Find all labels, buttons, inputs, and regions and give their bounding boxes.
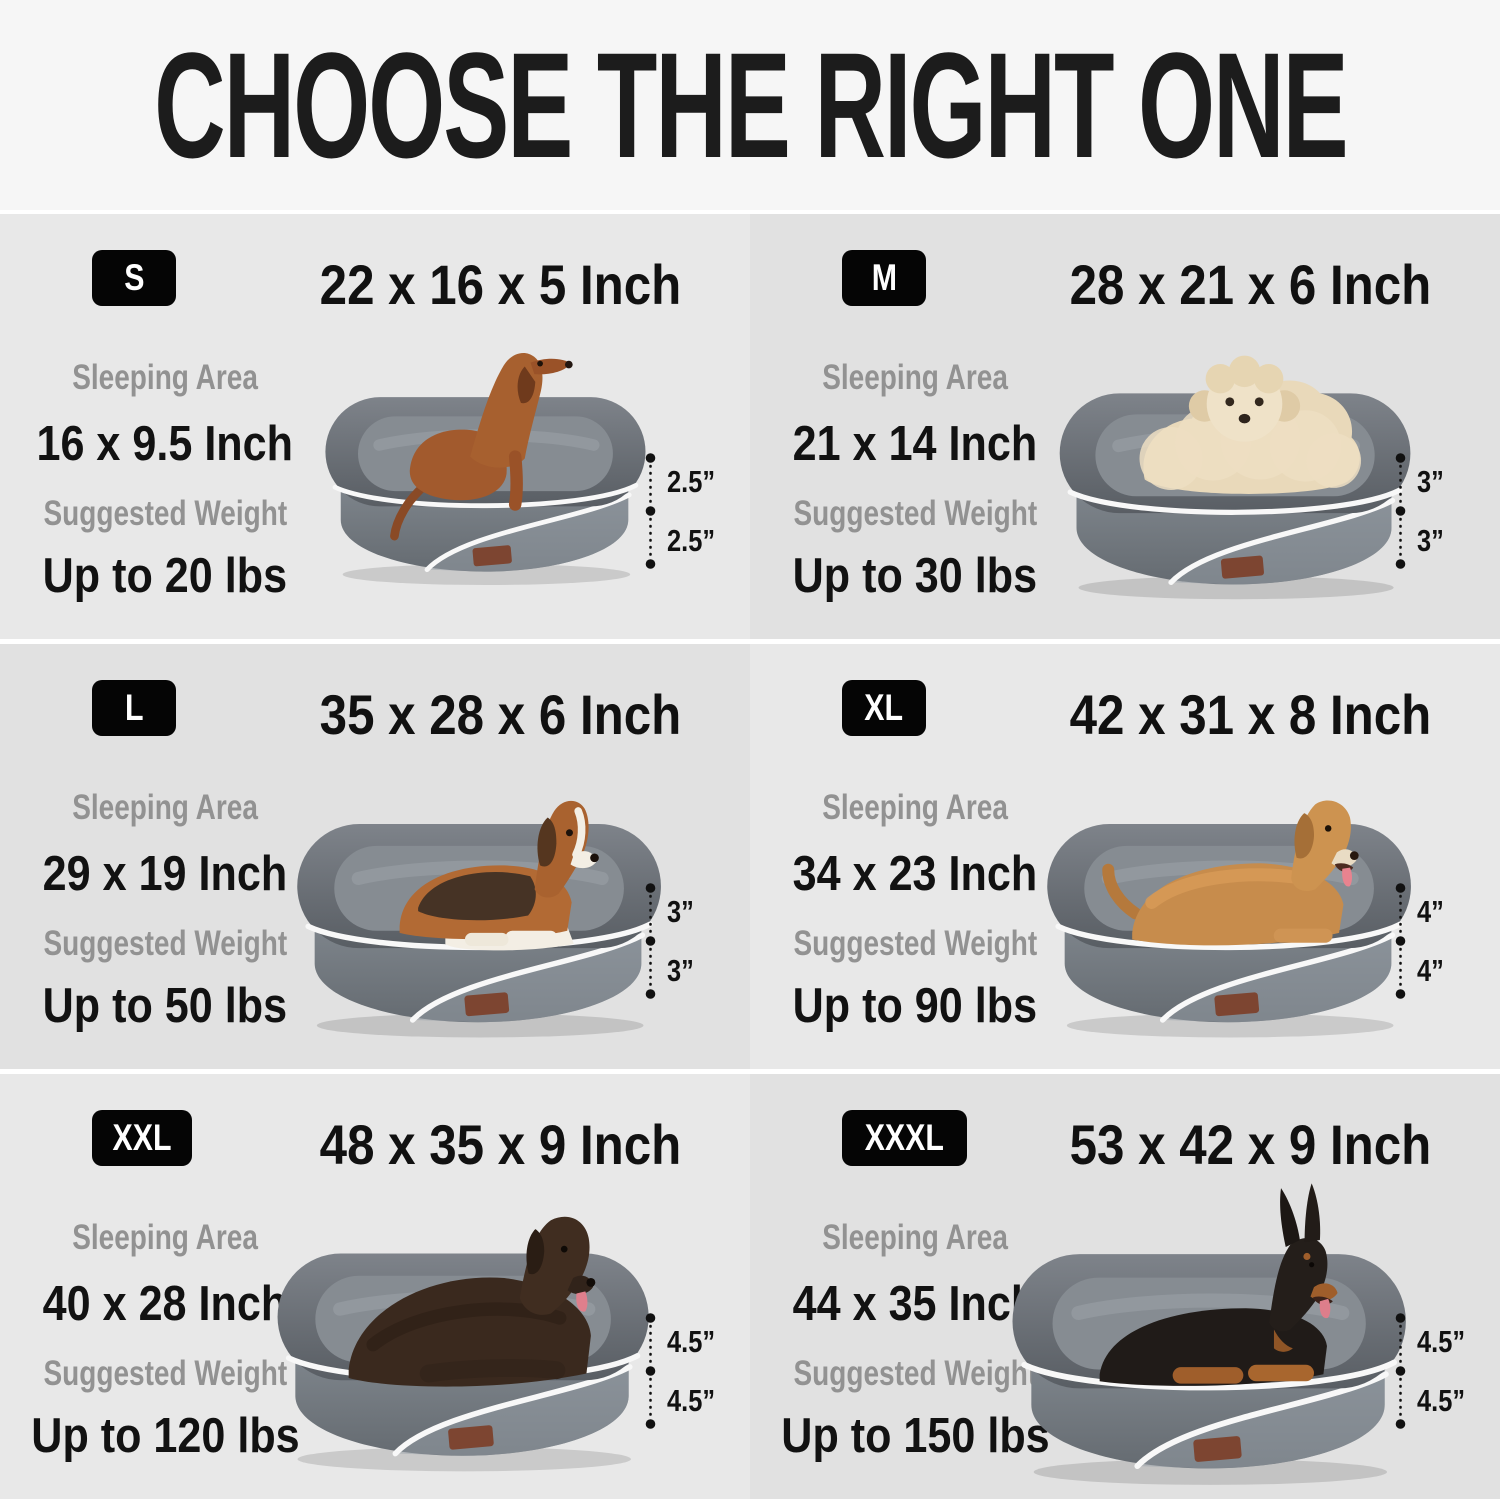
header: CHOOSE THE RIGHT ONE — [0, 0, 1500, 210]
bolster-height-bottom: 4.5” — [1417, 1382, 1466, 1418]
dog-bed-photo-beagle — [282, 800, 674, 1044]
dog-bed-photo-newfoundland — [262, 1216, 662, 1478]
dog-doberman — [1099, 1183, 1338, 1386]
sleeping-area-value: 16 x 9.5 Inch — [36, 417, 294, 471]
bolster-height-measure: 4” 4” — [1393, 882, 1450, 1000]
dog-bed-photo-dachshund — [312, 352, 657, 591]
bed-dimensions: 53 x 42 x 9 Inch — [1069, 1113, 1431, 1176]
sleeping-area-value: 21 x 14 Inch — [792, 417, 1038, 471]
bolster-height-top: 2.5” — [667, 463, 716, 499]
dog-bed-photo-golden-retriever — [1032, 800, 1424, 1044]
suggested-weight-value: Up to 20 lbs — [42, 549, 288, 603]
size-panel-xxl: XXL 48 x 35 x 9 Inch Sleeping Area 40 x … — [0, 1074, 750, 1499]
suggested-weight-value: Up to 120 lbs — [30, 1409, 300, 1463]
bolster-height-measure: 3” 3” — [643, 882, 700, 1000]
dog-beagle — [399, 800, 599, 951]
bed-dimensions: 35 x 28 x 6 Inch — [319, 683, 681, 746]
sleeping-area-value: 29 x 19 Inch — [42, 847, 288, 901]
suggested-weight-label: Suggested Weight — [793, 1354, 1037, 1393]
sleeping-area-value: 34 x 23 Inch — [792, 847, 1038, 901]
size-badge-label: XXL — [112, 1117, 172, 1158]
size-badge-label: M — [871, 257, 897, 298]
suggested-weight-label: Suggested Weight — [43, 494, 287, 533]
sleeping-area-label: Sleeping Area — [72, 788, 258, 827]
bed-dimensions: 42 x 31 x 8 Inch — [1069, 683, 1431, 746]
size-badge-label: XXXL — [864, 1117, 944, 1158]
dog-bed-photo-maltipoo — [1045, 355, 1423, 606]
size-badge-label: XL — [864, 687, 904, 728]
size-badge: XL — [842, 680, 926, 736]
suggested-weight-label: Suggested Weight — [793, 494, 1037, 533]
bolster-height-bottom: 2.5” — [667, 522, 716, 558]
sleeping-area-label: Sleeping Area — [822, 1218, 1008, 1257]
dog-newfoundland — [348, 1216, 596, 1387]
bolster-height-top: 3” — [667, 893, 694, 929]
dotted-measure-line — [1395, 1313, 1406, 1429]
sleeping-area-label: Sleeping Area — [72, 358, 258, 397]
sleeping-area-value: 44 x 35 Inch — [792, 1277, 1038, 1331]
dotted-measure-line — [645, 883, 656, 999]
bed-dimensions: 22 x 16 x 5 Inch — [319, 253, 681, 316]
size-panel-xxxl: XXXL 53 x 42 x 9 Inch Sleeping Area 44 x… — [750, 1074, 1500, 1499]
bed-dimensions: 28 x 21 x 6 Inch — [1069, 253, 1431, 316]
bolster-height-bottom: 4” — [1417, 952, 1444, 988]
bolster-height-bottom: 3” — [667, 952, 694, 988]
bolster-height-measure: 3” 3” — [1393, 452, 1450, 570]
dotted-measure-line — [1395, 453, 1406, 569]
bolster-height-top: 3” — [1417, 463, 1444, 499]
sleeping-area-label: Sleeping Area — [822, 358, 1008, 397]
dotted-measure-line — [645, 1313, 656, 1429]
bolster-height-measure: 4.5” 4.5” — [643, 1312, 726, 1430]
size-badge: M — [842, 250, 926, 306]
size-badge-label: S — [123, 257, 145, 298]
dog-maltipoo — [1139, 355, 1362, 494]
suggested-weight-value: Up to 90 lbs — [792, 979, 1038, 1033]
suggested-weight-value: Up to 30 lbs — [792, 549, 1038, 603]
sleeping-area-label: Sleeping Area — [822, 788, 1008, 827]
size-panel-l: L 35 x 28 x 6 Inch Sleeping Area 29 x 19… — [0, 644, 750, 1069]
size-panel-m: M 28 x 21 x 6 Inch Sleeping Area 21 x 14… — [750, 214, 1500, 639]
size-panel-s: S 22 x 16 x 5 Inch Sleeping Area 16 x 9.… — [0, 214, 750, 639]
dog-dachshund — [390, 352, 573, 541]
suggested-weight-value: Up to 50 lbs — [42, 979, 288, 1033]
bolster-height-top: 4” — [1417, 893, 1444, 929]
suggested-weight-label: Suggested Weight — [793, 924, 1037, 963]
sleeping-area-label: Sleeping Area — [72, 1218, 258, 1257]
dog-bed-photo-doberman — [996, 1183, 1420, 1492]
page-title: CHOOSE THE RIGHT ONE — [153, 20, 1348, 189]
size-panel-grid: S 22 x 16 x 5 Inch Sleeping Area 16 x 9.… — [0, 214, 1500, 1499]
bolster-height-bottom: 3” — [1417, 522, 1444, 558]
sleeping-area-value: 40 x 28 Inch — [42, 1277, 288, 1331]
bolster-height-top: 4.5” — [667, 1323, 716, 1359]
size-panel-xl: XL 42 x 31 x 8 Inch Sleeping Area 34 x 2… — [750, 644, 1500, 1069]
suggested-weight-label: Suggested Weight — [43, 1354, 287, 1393]
dotted-measure-line — [1395, 883, 1406, 999]
dotted-measure-line — [645, 453, 656, 569]
bolster-height-bottom: 4.5” — [667, 1382, 716, 1418]
bolster-height-measure: 2.5” 2.5” — [643, 452, 726, 570]
dog-golden-retriever — [1102, 800, 1359, 946]
size-badge-label: L — [124, 687, 144, 728]
suggested-weight-label: Suggested Weight — [43, 924, 287, 963]
size-badge: L — [92, 680, 176, 736]
bed-dimensions: 48 x 35 x 9 Inch — [319, 1113, 681, 1176]
suggested-weight-value: Up to 150 lbs — [780, 1409, 1050, 1463]
size-badge: S — [92, 250, 176, 306]
bolster-height-top: 4.5” — [1417, 1323, 1466, 1359]
bolster-height-measure: 4.5” 4.5” — [1393, 1312, 1476, 1430]
size-badge: XXL — [92, 1110, 192, 1166]
size-badge: XXXL — [842, 1110, 967, 1166]
